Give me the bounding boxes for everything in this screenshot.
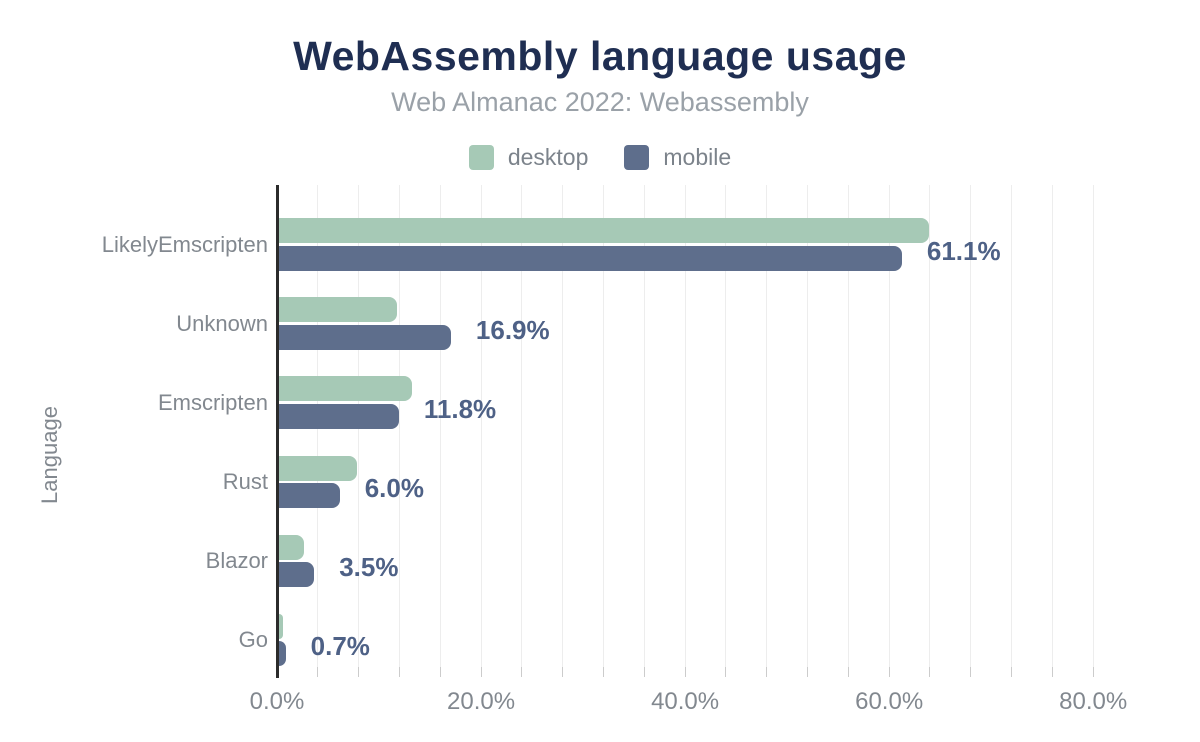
gridline — [1051, 185, 1053, 667]
gridline — [725, 185, 727, 667]
axis-tick — [970, 667, 972, 677]
value-label: 16.9% — [475, 315, 550, 346]
bar-mobile-likelyemscripten[interactable] — [278, 246, 902, 272]
category-label-rust: Rust — [222, 469, 268, 494]
axis-tick — [439, 667, 441, 677]
bar-mobile-go[interactable] — [278, 641, 286, 667]
gridline — [929, 185, 931, 667]
bar-desktop-blazor[interactable] — [278, 534, 304, 560]
gridline — [439, 185, 441, 667]
category-label-unknown: Unknown — [176, 310, 268, 336]
gridline — [970, 185, 972, 667]
gridline — [398, 185, 400, 667]
desktop-swatch-icon — [468, 144, 494, 170]
legend-item-mobile[interactable]: mobile — [624, 144, 731, 171]
gridline — [766, 185, 768, 667]
gridline — [602, 185, 604, 667]
legend-item-desktop[interactable]: desktop — [468, 143, 589, 171]
axis-tick — [521, 667, 523, 677]
axis-tick — [1011, 667, 1013, 677]
value-label: 3.5% — [339, 552, 399, 583]
axis-tick — [562, 667, 564, 677]
axis-tick — [807, 667, 809, 677]
value-label: 0.7% — [310, 631, 370, 662]
y-axis-line — [275, 185, 279, 678]
gridline — [562, 185, 564, 667]
axis-tick — [643, 667, 645, 677]
axis-tick — [1092, 667, 1094, 677]
axis-tick — [480, 667, 482, 677]
gridline — [1011, 185, 1013, 667]
axis-tick — [1051, 667, 1053, 677]
category-label-likelyemscripten: LikelyEmscripten — [101, 231, 268, 257]
bar-mobile-emscripten[interactable] — [278, 404, 399, 430]
x-axis-label: 60.0% — [855, 688, 924, 715]
bar-desktop-emscripten[interactable] — [278, 376, 413, 402]
bar-desktop-rust[interactable] — [278, 455, 358, 481]
gridline — [847, 185, 849, 667]
axis-tick — [358, 667, 360, 677]
bar-mobile-blazor[interactable] — [278, 562, 315, 588]
bar-mobile-unknown[interactable] — [278, 325, 451, 351]
category-label-go: Go — [238, 627, 268, 653]
axis-tick — [725, 667, 727, 677]
bar-desktop-unknown[interactable] — [278, 297, 397, 323]
value-label: 6.0% — [364, 473, 424, 504]
axis-tick — [847, 667, 849, 677]
category-label-blazor: Blazor — [205, 548, 268, 574]
gridline — [521, 185, 523, 667]
x-axis-label: 20.0% — [447, 688, 516, 715]
x-axis-label: 80.0% — [1059, 688, 1128, 715]
x-axis-label: 40.0% — [651, 688, 720, 715]
gridline — [480, 185, 482, 667]
axis-tick — [317, 667, 319, 677]
value-label: 11.8% — [423, 394, 497, 425]
chart-title: WebAssembly language usage — [293, 33, 907, 79]
axis-tick — [766, 667, 768, 677]
value-label: 61.1% — [926, 236, 1001, 267]
legend-label-mobile: mobile — [663, 143, 732, 170]
gridline — [807, 185, 809, 667]
legend-label-desktop: desktop — [507, 143, 589, 170]
bar-desktop-go[interactable] — [278, 613, 283, 639]
axis-tick — [602, 667, 604, 677]
axis-tick — [929, 667, 931, 677]
category-label-emscripten: Emscripten — [157, 389, 268, 415]
gridline — [1092, 185, 1094, 667]
axis-tick — [398, 667, 400, 677]
plot-area: 61.1% LikelyEmscripten 16.9% Unknown 11.8% Em… — [102, 185, 1134, 715]
chart-subtitle: Web Almanac 2022: Webassembly — [391, 87, 809, 117]
gridline — [888, 185, 890, 667]
bar-desktop-likelyemscripten[interactable] — [278, 218, 930, 244]
axis-tick — [684, 667, 686, 677]
mobile-swatch-icon — [624, 144, 650, 170]
x-axis-label: 0.0% — [249, 688, 305, 715]
gridline — [643, 185, 645, 667]
bar-mobile-rust[interactable] — [278, 483, 340, 509]
gridline — [684, 185, 686, 667]
legend: desktop mobile — [0, 143, 1200, 171]
axis-tick — [888, 667, 890, 677]
